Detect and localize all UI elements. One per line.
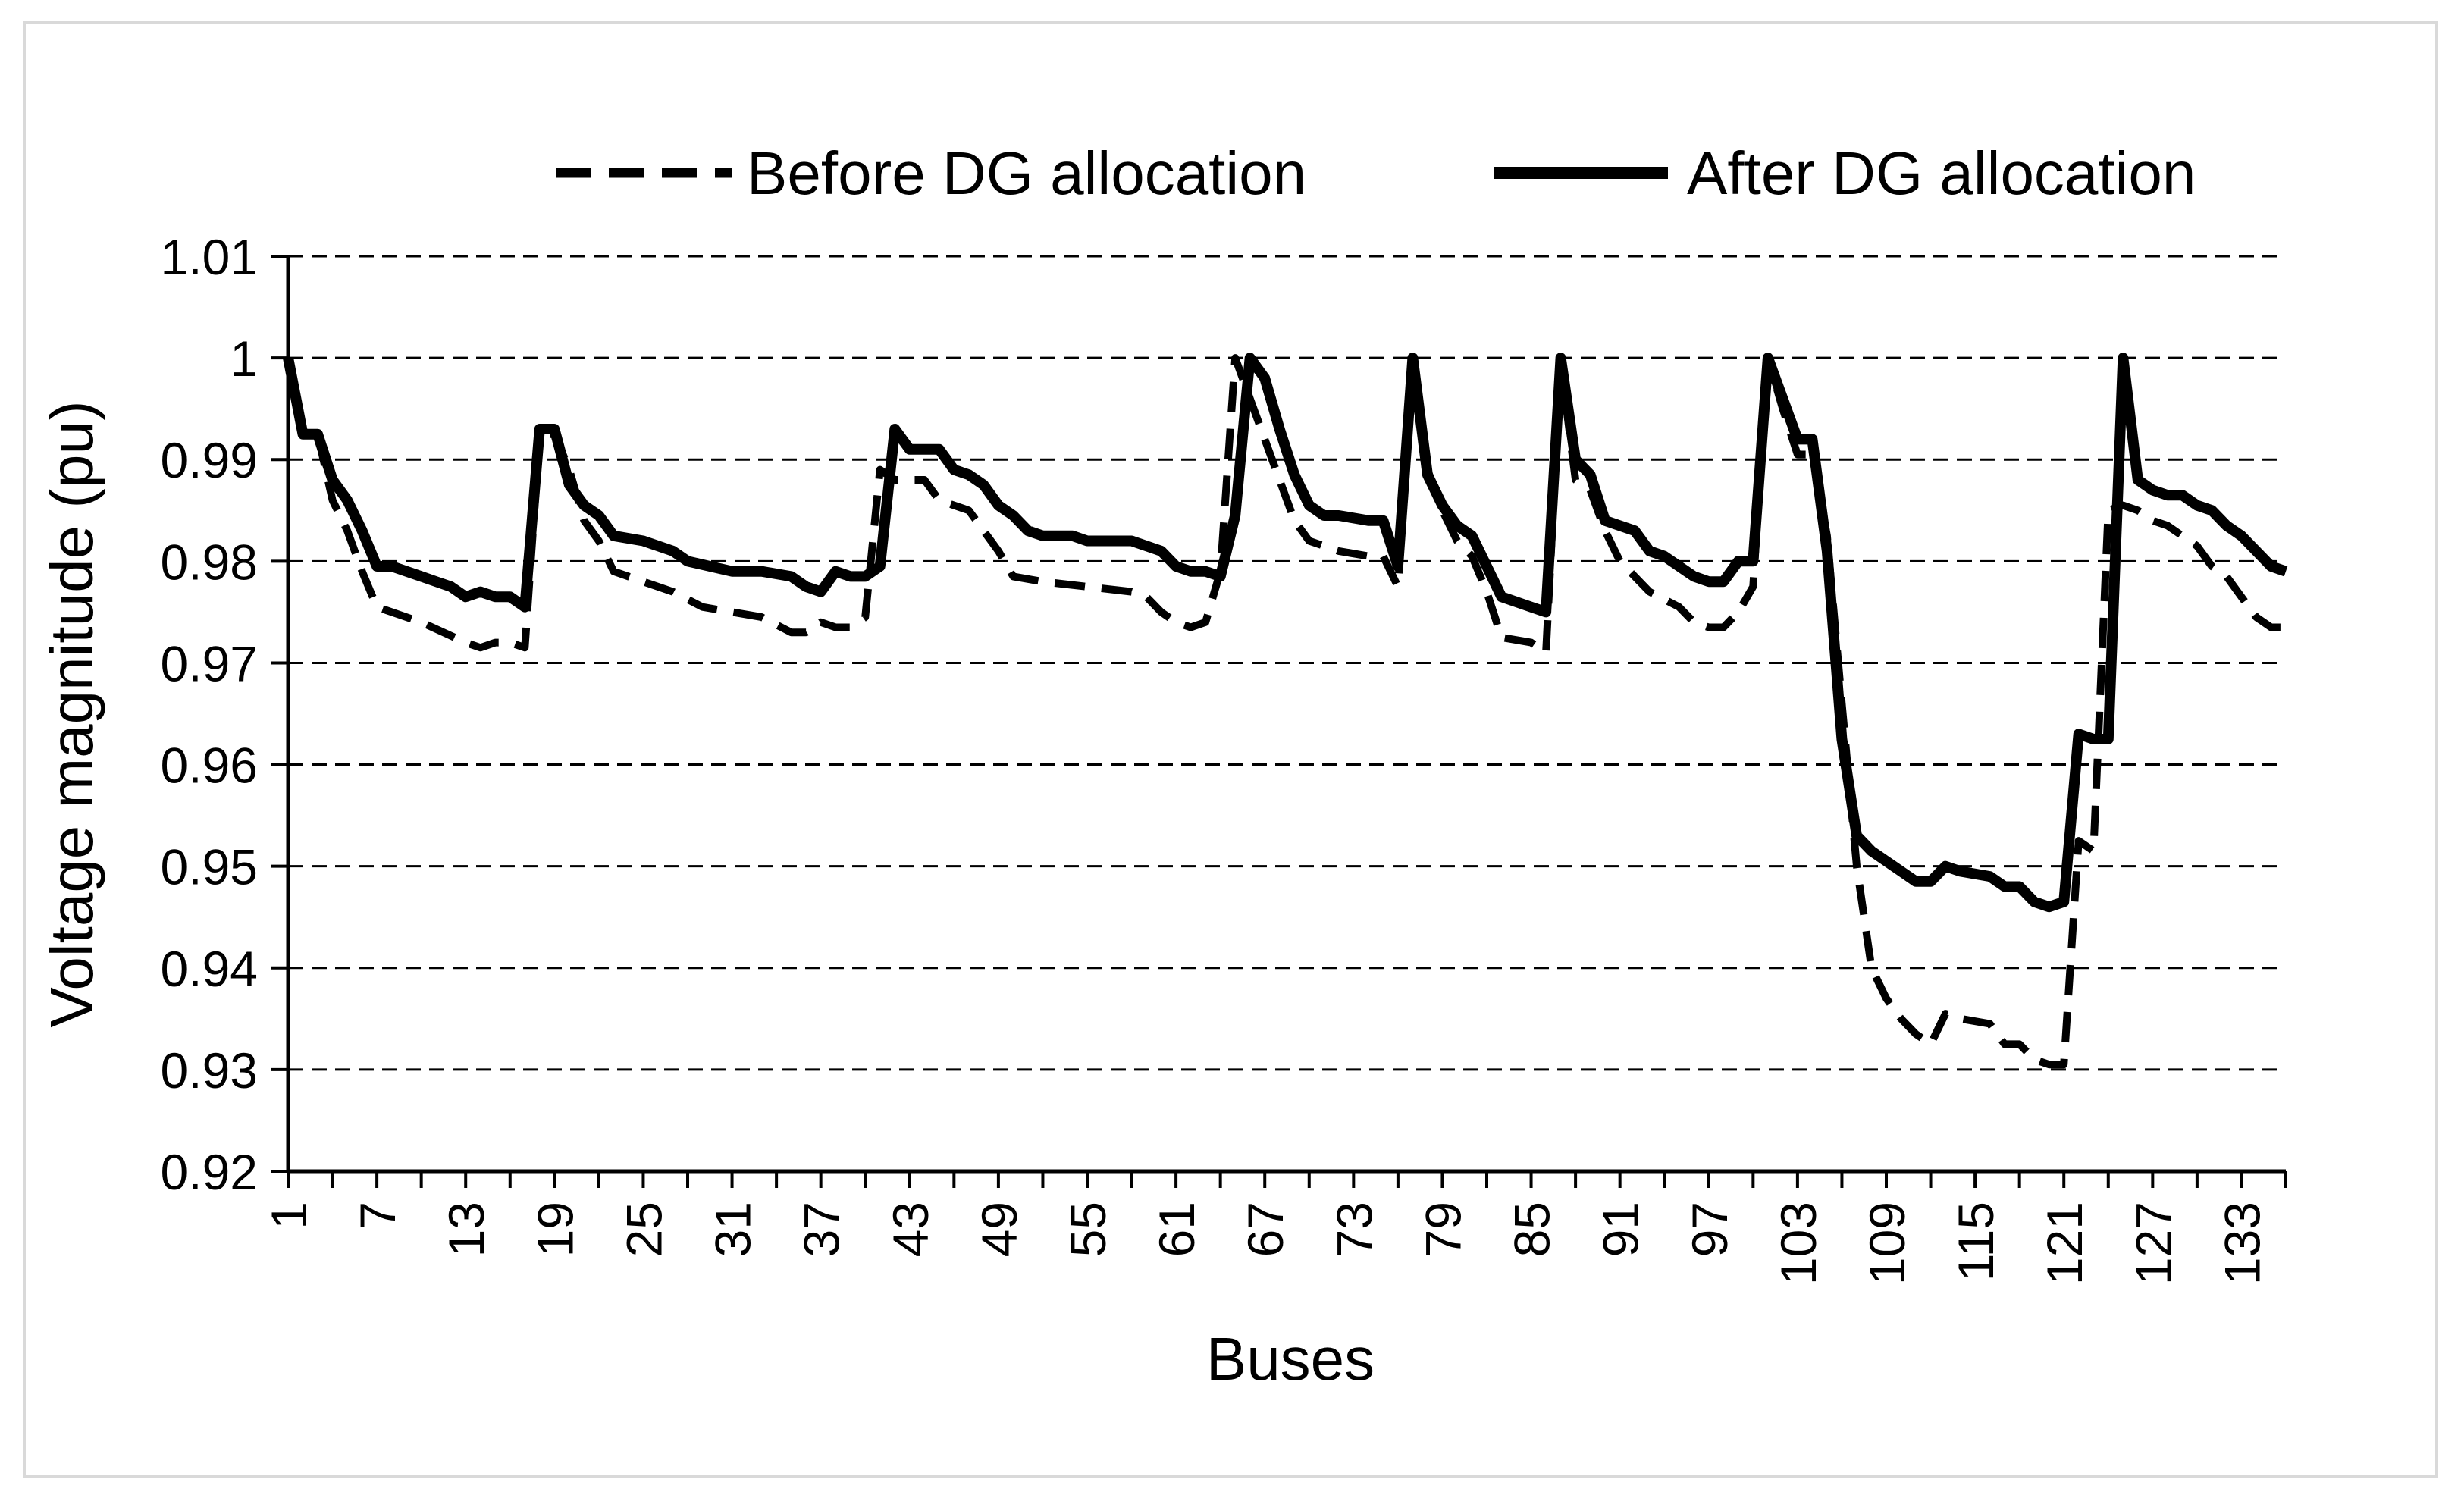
axes xyxy=(286,256,2286,1174)
y-tick-labels: 0.92 0.93 0.94 0.95 0.96 0.97 0.98 0.99 1 1.01 xyxy=(161,229,288,1200)
x-tick-label: 79 xyxy=(1415,1202,1471,1257)
legend-label-after: After DG allocation xyxy=(1687,139,2196,207)
y-tick-label: 1.01 xyxy=(161,229,258,285)
x-tick-label: 85 xyxy=(1504,1202,1560,1257)
gridlines xyxy=(288,255,2286,1071)
x-tick-label: 25 xyxy=(616,1202,672,1257)
x-tick-labels: 1 7 13 19 25 31 37 43 49 55 61 67 73 79 85 91 97 103 109 11… xyxy=(261,1171,2287,1285)
legend-label-before: Before DG allocation xyxy=(747,139,1306,207)
y-tick-label: 0.92 xyxy=(161,1144,258,1200)
x-tick-label: 55 xyxy=(1060,1202,1116,1257)
x-tick-label: 31 xyxy=(705,1202,761,1257)
x-tick-label: 73 xyxy=(1326,1202,1382,1257)
y-axis-label: Voltage magnitude (pu) xyxy=(38,400,105,1027)
x-tick-label: 7 xyxy=(350,1202,406,1230)
y-tick-label: 0.98 xyxy=(161,534,258,590)
series-line-after-dg xyxy=(283,353,2288,913)
x-tick-label: 61 xyxy=(1149,1202,1205,1257)
y-tick-label: 1 xyxy=(230,331,258,387)
x-tick-label: 97 xyxy=(1682,1202,1738,1257)
x-tick-label: 1 xyxy=(261,1202,317,1230)
x-tick-label: 133 xyxy=(2214,1202,2270,1285)
x-tick-label: 67 xyxy=(1237,1202,1293,1257)
x-tick-label: 115 xyxy=(1948,1202,2004,1281)
x-axis-label: Buses xyxy=(1206,1325,1375,1393)
y-tick-label: 0.93 xyxy=(161,1042,258,1098)
y-tick-label: 0.97 xyxy=(161,635,258,691)
x-tick-label: 49 xyxy=(971,1202,1027,1257)
x-tick-label: 103 xyxy=(1770,1202,1826,1285)
x-tick-label: 43 xyxy=(882,1202,939,1257)
y-tick-label: 0.95 xyxy=(161,839,258,895)
x-tick-label: 109 xyxy=(1859,1202,1915,1285)
chart-frame xyxy=(23,21,2438,1478)
series-lines xyxy=(283,353,2288,1069)
y-tick-label: 0.99 xyxy=(161,432,258,488)
y-tick-label: 0.94 xyxy=(161,941,258,997)
legend: Before DG allocation After DG allocation xyxy=(556,139,2196,207)
y-tick-label: 0.96 xyxy=(161,738,258,794)
x-tick-label: 121 xyxy=(2036,1202,2093,1285)
x-tick-label: 19 xyxy=(527,1202,583,1257)
x-tick-label: 13 xyxy=(438,1202,494,1257)
x-tick-label: 127 xyxy=(2125,1202,2181,1285)
x-tick-label: 37 xyxy=(794,1202,850,1257)
series-line-before-dg xyxy=(284,354,2286,1069)
x-tick-label: 91 xyxy=(1593,1202,1649,1257)
